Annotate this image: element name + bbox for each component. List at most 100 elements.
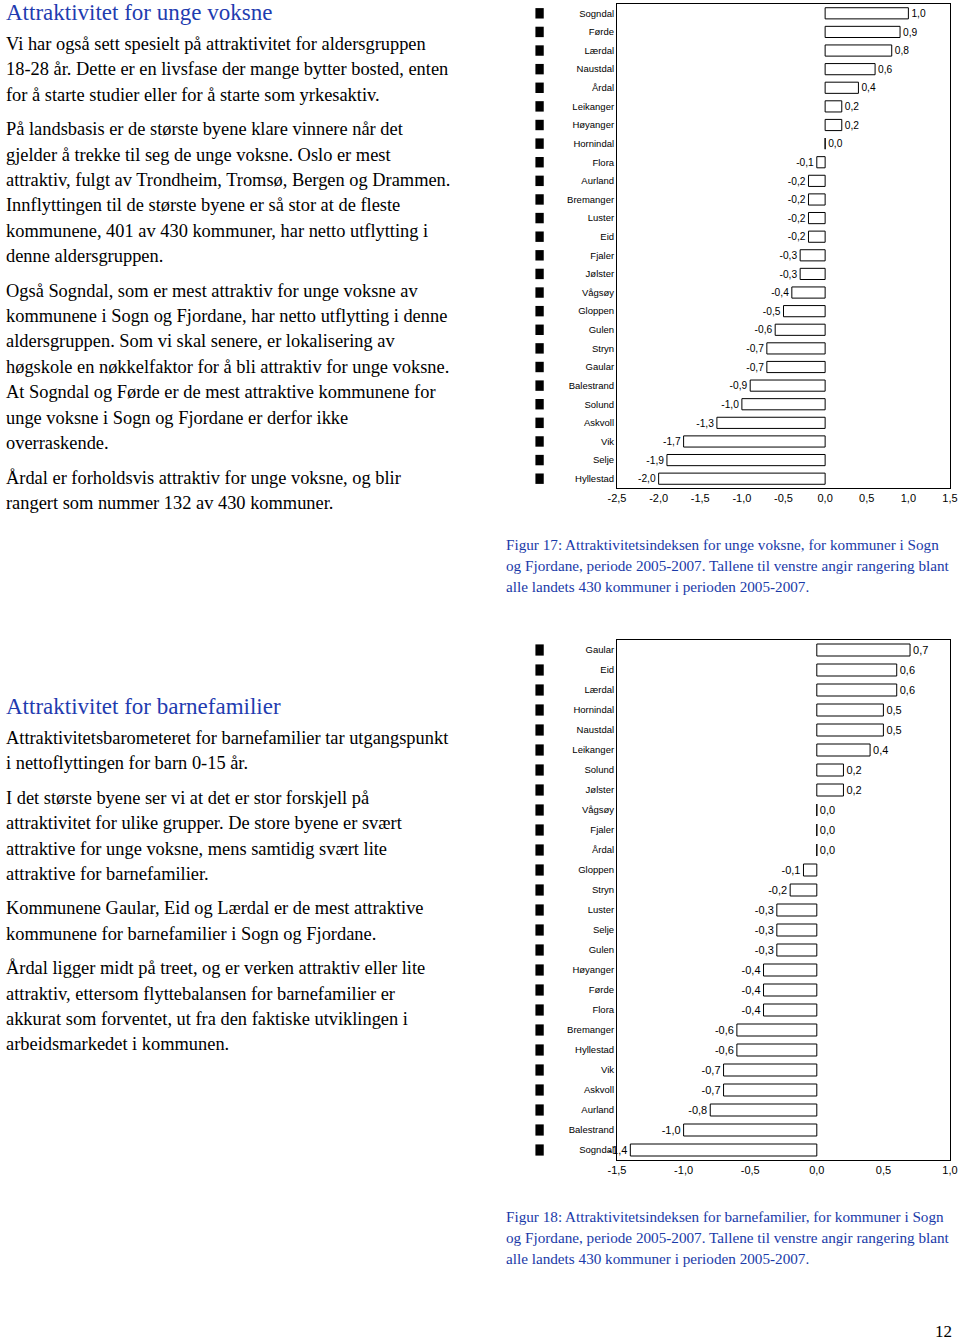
svg-text:-0,7: -0,7 (702, 1084, 721, 1096)
svg-text:Sogndal: Sogndal (579, 1144, 614, 1155)
svg-text:Solund: Solund (585, 764, 615, 775)
svg-text:Gaular: Gaular (586, 361, 615, 372)
svg-text:-2,5: -2,5 (608, 492, 627, 504)
svg-text:Førde: Førde (589, 26, 614, 37)
svg-text:0,8: 0,8 (895, 45, 910, 56)
svg-text:-1,3: -1,3 (696, 418, 714, 429)
svg-text:-0,7: -0,7 (746, 362, 764, 373)
svg-text:Stryn: Stryn (592, 884, 614, 895)
svg-text:Lærdal: Lærdal (585, 684, 615, 695)
svg-text:-0,8: -0,8 (688, 1104, 707, 1116)
svg-text:Høyanger: Høyanger (572, 119, 614, 130)
svg-text:Luster: Luster (588, 904, 614, 915)
svg-text:-0,9: -0,9 (730, 380, 748, 391)
svg-text:Bremanger: Bremanger (567, 194, 614, 205)
svg-text:0,0: 0,0 (820, 844, 835, 856)
svg-text:-0,4: -0,4 (742, 964, 761, 976)
svg-text:0,6: 0,6 (878, 64, 893, 75)
svg-text:Vågsøy: Vågsøy (582, 804, 614, 815)
svg-text:Aurland: Aurland (581, 1104, 614, 1115)
svg-text:Lærdal: Lærdal (585, 45, 615, 56)
svg-text:Bremanger: Bremanger (567, 1024, 614, 1035)
svg-text:-0,3: -0,3 (755, 944, 774, 956)
svg-text:-0,2: -0,2 (768, 884, 787, 896)
svg-text:-0,6: -0,6 (715, 1024, 734, 1036)
svg-text:Gloppen: Gloppen (578, 864, 614, 875)
svg-text:-1,0: -1,0 (674, 1164, 693, 1176)
svg-text:0,2: 0,2 (846, 784, 861, 796)
svg-text:Gaular: Gaular (586, 644, 615, 655)
svg-text:-0,3: -0,3 (755, 904, 774, 916)
svg-text:-1,5: -1,5 (691, 492, 710, 504)
svg-text:0,0: 0,0 (817, 492, 832, 504)
svg-text:Jølster: Jølster (586, 784, 615, 795)
svg-text:-0,5: -0,5 (763, 306, 781, 317)
svg-text:Vik: Vik (601, 436, 614, 447)
svg-text:Selje: Selje (593, 454, 614, 465)
svg-text:-2,0: -2,0 (638, 473, 656, 484)
svg-text:-1,0: -1,0 (662, 1124, 681, 1136)
svg-text:-0,5: -0,5 (741, 1164, 760, 1176)
svg-text:Naustdal: Naustdal (577, 724, 615, 735)
svg-text:Førde: Førde (589, 984, 614, 995)
svg-text:Leikanger: Leikanger (572, 101, 614, 112)
svg-text:Leikanger: Leikanger (572, 744, 614, 755)
svg-text:Årdal: Årdal (592, 844, 614, 855)
svg-text:Flora: Flora (592, 157, 614, 168)
svg-text:-0,4: -0,4 (771, 287, 789, 298)
svg-text:1,0: 1,0 (942, 1164, 957, 1176)
svg-text:-0,1: -0,1 (796, 157, 814, 168)
svg-text:-0,3: -0,3 (780, 250, 798, 261)
svg-text:-1,0: -1,0 (732, 492, 751, 504)
svg-text:Eid: Eid (600, 231, 614, 242)
svg-text:-1,9: -1,9 (646, 455, 664, 466)
svg-text:Balestrand: Balestrand (569, 1124, 614, 1135)
svg-text:Vågsøy: Vågsøy (582, 287, 614, 298)
svg-text:-0,5: -0,5 (774, 492, 793, 504)
svg-text:Fjaler: Fjaler (590, 250, 614, 261)
svg-text:Gulen: Gulen (589, 944, 614, 955)
svg-text:-1,7: -1,7 (663, 436, 681, 447)
svg-text:-0,6: -0,6 (715, 1044, 734, 1056)
svg-text:Gulen: Gulen (589, 324, 614, 335)
svg-text:-0,7: -0,7 (746, 343, 764, 354)
svg-text:Høyanger: Høyanger (572, 964, 614, 975)
svg-text:-0,2: -0,2 (788, 213, 806, 224)
svg-text:-0,4: -0,4 (742, 984, 761, 996)
svg-text:1,0: 1,0 (911, 8, 926, 19)
svg-text:0,2: 0,2 (845, 101, 860, 112)
svg-text:Eid: Eid (600, 664, 614, 675)
svg-text:-0,3: -0,3 (755, 924, 774, 936)
svg-text:-0,2: -0,2 (788, 231, 806, 242)
svg-text:Jølster: Jølster (586, 268, 615, 279)
svg-text:Luster: Luster (588, 212, 614, 223)
svg-text:0,0: 0,0 (820, 824, 835, 836)
svg-text:Hornindal: Hornindal (573, 704, 614, 715)
svg-text:Hyllestad: Hyllestad (575, 473, 614, 484)
svg-text:-0,6: -0,6 (755, 324, 773, 335)
svg-text:Balestrand: Balestrand (569, 380, 614, 391)
svg-text:-0,4: -0,4 (742, 1004, 761, 1016)
svg-text:0,0: 0,0 (820, 804, 835, 816)
svg-text:0,9: 0,9 (903, 27, 918, 38)
svg-text:-1,4: -1,4 (608, 1144, 627, 1156)
svg-text:0,5: 0,5 (886, 724, 901, 736)
svg-text:1,0: 1,0 (901, 492, 916, 504)
svg-text:Hornindal: Hornindal (573, 138, 614, 149)
svg-text:0,4: 0,4 (873, 744, 888, 756)
svg-text:0,4: 0,4 (861, 82, 876, 93)
svg-text:Gloppen: Gloppen (578, 305, 614, 316)
svg-text:Selje: Selje (593, 924, 614, 935)
svg-text:Fjaler: Fjaler (590, 824, 614, 835)
svg-text:-0,2: -0,2 (788, 176, 806, 187)
svg-text:1,5: 1,5 (942, 492, 957, 504)
svg-text:Flora: Flora (592, 1004, 614, 1015)
svg-text:Askvoll: Askvoll (584, 417, 614, 428)
svg-text:Vik: Vik (601, 1064, 614, 1075)
svg-text:0,5: 0,5 (886, 704, 901, 716)
svg-text:0,0: 0,0 (828, 138, 843, 149)
svg-text:0,0: 0,0 (809, 1164, 824, 1176)
svg-text:-1,5: -1,5 (608, 1164, 627, 1176)
svg-text:-0,1: -0,1 (782, 864, 801, 876)
svg-text:-0,3: -0,3 (780, 269, 798, 280)
